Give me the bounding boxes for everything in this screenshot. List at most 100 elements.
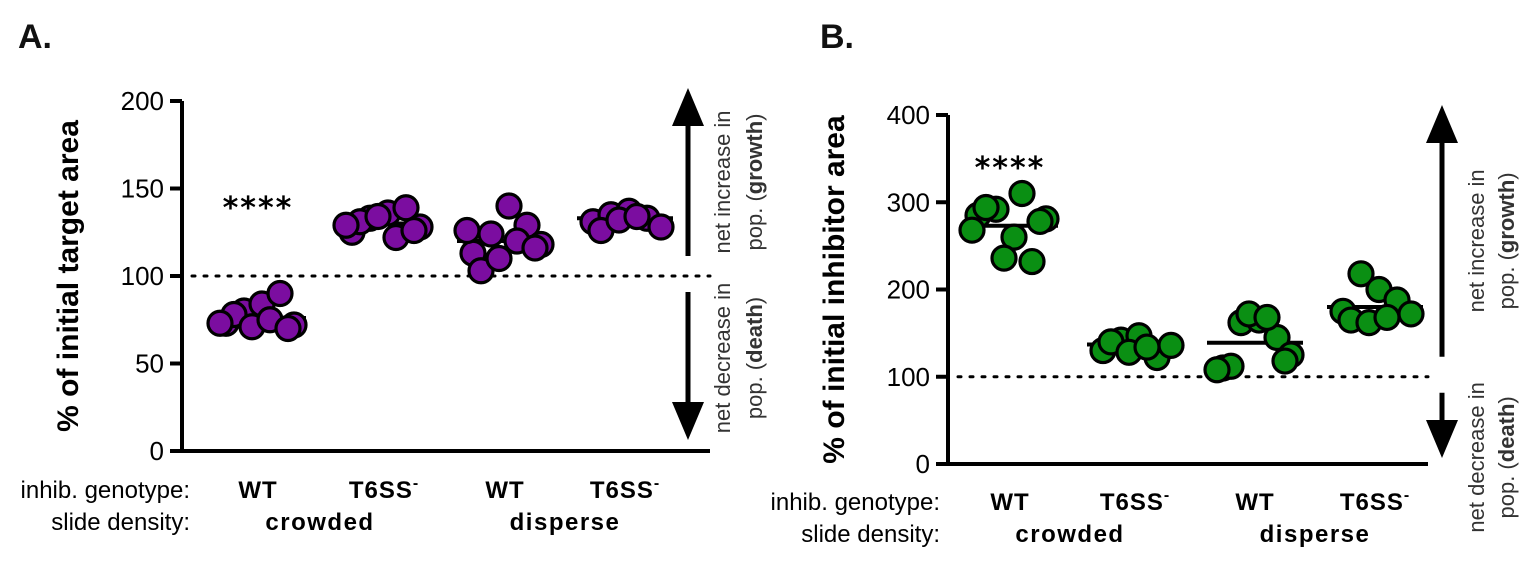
y-tick-label: 300 xyxy=(887,187,930,217)
genotype-superscript: - xyxy=(413,475,419,492)
y-tick-label: 0 xyxy=(916,449,930,479)
data-point xyxy=(206,309,234,337)
y-tick-label: 200 xyxy=(121,86,164,116)
growth-label-line1: net increase in xyxy=(710,110,735,253)
data-point xyxy=(332,211,360,239)
genotype-label: T6SS- xyxy=(1340,487,1410,516)
data-point xyxy=(1271,347,1299,375)
genotype-label: WT xyxy=(238,477,277,504)
group-2: T6SS- xyxy=(1087,322,1185,516)
density-label: disperse xyxy=(510,509,621,536)
growth-label-line2: pop. (growth) xyxy=(1494,172,1519,309)
genotype-text: WT xyxy=(238,477,277,504)
death-label-prefix: pop. ( xyxy=(1494,462,1519,519)
growth-label-line1: net increase in xyxy=(1464,169,1489,312)
data-point xyxy=(266,279,294,308)
death-label-keyword: death xyxy=(742,304,767,363)
significance-stars: **** xyxy=(223,191,294,226)
data-point xyxy=(485,244,513,273)
group-1: **** WT xyxy=(206,191,308,504)
direction-arrows xyxy=(1426,105,1458,458)
y-tick-label: 100 xyxy=(887,362,930,392)
y-tick-label: 150 xyxy=(121,174,164,204)
data-point xyxy=(477,220,505,248)
data-point xyxy=(521,234,549,262)
death-label-keyword: death xyxy=(1494,404,1519,463)
group-1: **** WT xyxy=(958,151,1060,516)
death-label-line1: net decrease in xyxy=(1464,382,1489,532)
data-point xyxy=(1133,333,1161,361)
growth-label-suffix: ) xyxy=(742,114,767,121)
row-label-density: slide density: xyxy=(51,509,190,536)
data-point xyxy=(623,202,651,231)
y-axis-label: % of initial target area xyxy=(52,120,85,432)
growth-label-prefix: pop. ( xyxy=(742,194,767,251)
density-label: crowded xyxy=(265,509,374,536)
data-point xyxy=(1018,247,1046,276)
data-point xyxy=(1347,260,1375,288)
row-label-genotype: inhib. genotype: xyxy=(21,477,190,504)
row-label-genotype: inhib. genotype: xyxy=(771,489,940,516)
y-tick-label: 100 xyxy=(121,261,164,291)
genotype-label: T6SS- xyxy=(590,475,660,504)
data-point xyxy=(958,216,986,244)
genotype-text: T6SS xyxy=(1100,489,1164,516)
genotype-text: T6SS xyxy=(349,477,413,504)
up-arrow-head xyxy=(1426,105,1458,143)
data-point xyxy=(274,314,302,343)
growth-label: net increase in pop. (growth) xyxy=(710,110,767,253)
group-3: WT xyxy=(1203,300,1305,516)
y-tick-label: 50 xyxy=(135,349,164,379)
genotype-superscript: - xyxy=(1164,487,1170,504)
growth-label-prefix: pop. ( xyxy=(1494,252,1519,309)
data-point xyxy=(990,244,1018,272)
data-point xyxy=(1253,303,1281,332)
up-arrow-head xyxy=(672,88,704,126)
growth-label-suffix: ) xyxy=(1494,172,1519,179)
data-point xyxy=(1203,356,1231,384)
genotype-label: T6SS- xyxy=(349,475,419,504)
panel-b: B. 0 100 200 300 400 % of initial inhibitor ar… xyxy=(771,18,1519,548)
panel-letter: B. xyxy=(820,18,854,56)
data-point xyxy=(364,202,392,231)
panel-a: A. 0 50 100 150 200 % of initial target area **… xyxy=(18,18,767,536)
group-2: T6SS- xyxy=(332,194,434,504)
data-point xyxy=(647,213,675,241)
growth-label-line2: pop. (growth) xyxy=(742,114,767,251)
down-arrow-head xyxy=(1426,420,1458,458)
death-label-suffix: ) xyxy=(1494,396,1519,403)
death-label-prefix: pop. ( xyxy=(742,362,767,419)
data-point xyxy=(453,216,481,245)
group-3: WT xyxy=(453,192,555,504)
data-point xyxy=(400,216,428,245)
data-point xyxy=(1008,179,1036,208)
data-point xyxy=(1157,331,1185,359)
y-tick-label: 0 xyxy=(150,436,164,466)
genotype-text: T6SS xyxy=(1340,489,1404,516)
group-4: T6SS- xyxy=(1327,260,1425,516)
data-point xyxy=(1373,303,1401,332)
genotype-label: WT xyxy=(485,477,524,504)
genotype-text: WT xyxy=(1235,489,1274,516)
y-tick-label: 200 xyxy=(887,275,930,305)
death-label-line2: pop. (death) xyxy=(1494,396,1519,518)
density-label: crowded xyxy=(1015,521,1124,548)
data-point xyxy=(972,193,1000,222)
significance-stars: **** xyxy=(975,151,1046,186)
genotype-text: WT xyxy=(485,477,524,504)
genotype-label: WT xyxy=(990,489,1029,516)
genotype-label: T6SS- xyxy=(1100,487,1170,516)
data-point xyxy=(1397,300,1425,328)
growth-label-keyword: growth xyxy=(1494,180,1519,253)
genotype-superscript: - xyxy=(654,475,660,492)
data-point xyxy=(1026,207,1054,236)
down-arrow-head xyxy=(672,402,704,440)
density-label: disperse xyxy=(1260,521,1371,548)
panel-letter: A. xyxy=(18,18,52,56)
genotype-label: WT xyxy=(1235,489,1274,516)
death-label-suffix: ) xyxy=(742,297,767,304)
row-label-density: slide density: xyxy=(801,521,940,548)
direction-arrows xyxy=(672,88,704,440)
data-point xyxy=(495,192,523,220)
